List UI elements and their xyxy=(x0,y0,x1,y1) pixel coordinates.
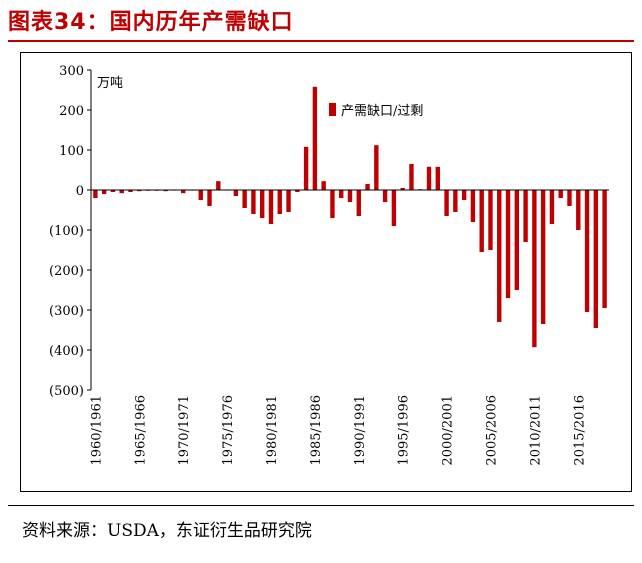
title-divider xyxy=(8,40,634,42)
y-tick-label: (200) xyxy=(49,264,84,279)
x-tick-label: 1980/1981 xyxy=(265,395,280,466)
bar xyxy=(409,164,414,190)
bar xyxy=(119,190,124,194)
bar xyxy=(549,190,555,224)
bar xyxy=(400,188,405,190)
bar xyxy=(137,190,142,192)
bar xyxy=(339,190,344,198)
bar xyxy=(207,190,212,206)
y-tick-label: 300 xyxy=(59,64,84,79)
bar xyxy=(356,190,361,216)
bar xyxy=(286,190,291,212)
y-tick-label: 100 xyxy=(59,144,84,159)
bar xyxy=(391,190,397,226)
bar xyxy=(567,190,572,206)
bar xyxy=(514,190,520,290)
bar xyxy=(593,190,599,328)
bar xyxy=(330,190,335,218)
bar xyxy=(505,190,511,298)
bar xyxy=(295,190,300,192)
x-tick-label: 2000/2001 xyxy=(441,395,456,466)
x-tick-label: 1960/1961 xyxy=(89,395,104,466)
bar xyxy=(216,181,221,190)
x-tick-label: 1985/1986 xyxy=(309,395,324,466)
chart-frame: 300 200 100 0 (100) (200) (300) (400) (500) 万吨 196… xyxy=(20,52,632,492)
bar xyxy=(523,190,528,242)
x-tick-label: 2010/2011 xyxy=(528,395,543,466)
x-tick-label: 2005/2006 xyxy=(484,395,499,466)
bar xyxy=(180,190,186,194)
bar xyxy=(435,166,440,190)
bar xyxy=(347,190,353,202)
y-tick-label: (500) xyxy=(49,384,84,399)
bar-chart: 300 200 100 0 (100) (200) (300) (400) (500) 万吨 196… xyxy=(49,64,609,466)
bar xyxy=(532,190,537,348)
bar xyxy=(128,190,133,192)
bar xyxy=(576,190,581,230)
bar xyxy=(584,190,590,312)
y-tick-label: (100) xyxy=(49,224,84,239)
bar xyxy=(268,190,274,224)
x-tick-label: 1975/1976 xyxy=(221,395,236,466)
bar xyxy=(479,190,484,252)
bar xyxy=(312,86,318,190)
bar xyxy=(260,190,265,218)
y-tick-label: 0 xyxy=(76,184,84,199)
bar xyxy=(303,146,309,190)
bar xyxy=(374,145,379,190)
x-tick-label: 1990/1991 xyxy=(353,395,368,466)
x-tick-label: 1970/1971 xyxy=(177,395,192,466)
bar xyxy=(602,190,607,308)
bar xyxy=(444,190,449,216)
bar xyxy=(321,181,326,190)
bar xyxy=(110,190,116,192)
bar xyxy=(101,190,107,194)
footer-divider xyxy=(8,505,634,506)
bar xyxy=(453,190,458,212)
y-axis-unit-label: 万吨 xyxy=(97,76,123,91)
bar xyxy=(198,190,203,200)
source-note: 资料来源：USDA，东证衍生品研究院 xyxy=(22,521,312,541)
legend-label: 产需缺口/过剩 xyxy=(341,104,423,119)
bar xyxy=(540,190,546,324)
y-tick-label: (300) xyxy=(49,304,84,319)
bar xyxy=(242,190,247,208)
x-tick-label: 1965/1966 xyxy=(133,395,148,466)
bar xyxy=(233,190,239,196)
x-tick-label: 2015/2016 xyxy=(572,395,587,466)
bar xyxy=(497,190,502,322)
bar xyxy=(488,190,493,250)
bar xyxy=(93,190,98,198)
bar xyxy=(558,190,563,198)
bar xyxy=(251,190,256,214)
bar xyxy=(277,190,282,214)
bar xyxy=(461,190,467,200)
bar xyxy=(382,190,388,202)
legend-swatch xyxy=(329,103,336,116)
bar xyxy=(470,190,476,222)
bar xyxy=(365,184,370,190)
bar xyxy=(426,166,432,190)
y-tick-label: 200 xyxy=(59,104,84,119)
chart-title: 图表34：国内历年产需缺口 xyxy=(8,10,294,35)
bar xyxy=(163,190,168,192)
y-tick-label: (400) xyxy=(49,344,84,359)
x-tick-label: 1995/1996 xyxy=(397,395,412,466)
